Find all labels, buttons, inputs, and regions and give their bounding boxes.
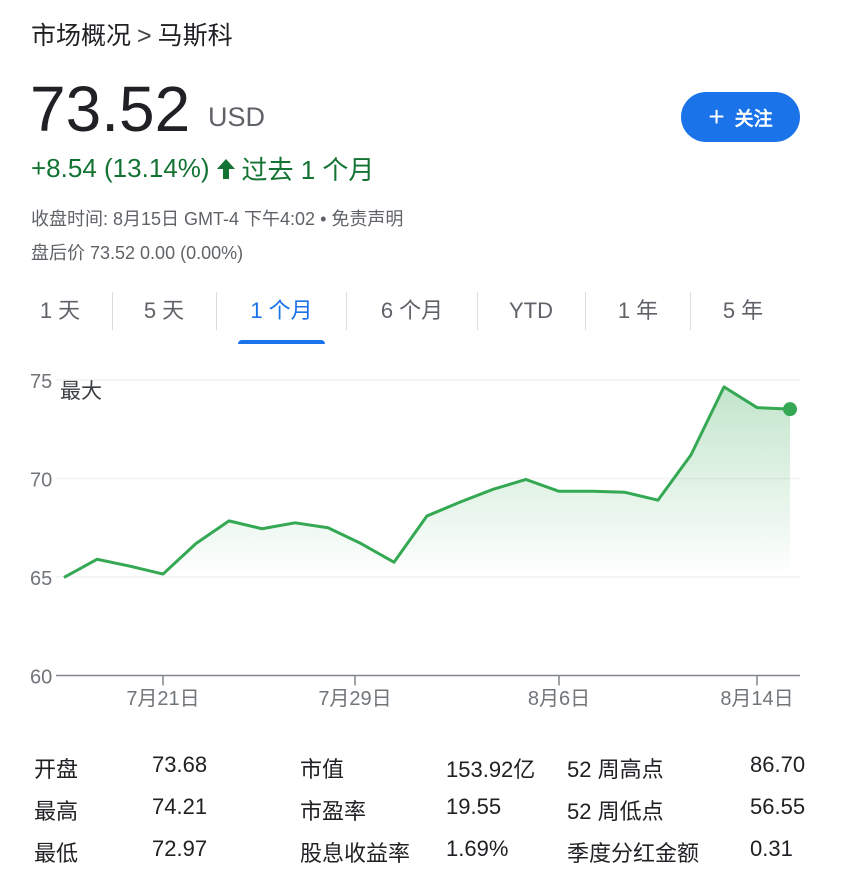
x-tick-label: 7月21日 [126,688,199,710]
close-time-line: 收盘时间: 8月15日 GMT-4 下午4:02 • 免责声明 [31,209,404,229]
tab-divider [477,292,478,330]
tab-1m[interactable]: 1 个月 [238,288,325,344]
stat-value: 73.68 [152,752,208,777]
tab-divider [216,292,217,330]
currency: USD [208,102,266,132]
max-annotation: 最大 [60,380,102,403]
price-change: +8.54 (13.14%) 过去 1 个月 [31,150,374,187]
y-tick-label: 75 [30,371,52,393]
change-value: +8.54 (13.14%) [31,153,210,183]
tab-5d[interactable]: 5 天 [143,298,185,323]
tab-1d[interactable]: 1 天 [39,298,81,323]
follow-label: 关注 [734,108,773,130]
y-tick-label: 70 [30,470,52,492]
stat-label: 开盘 [34,757,79,782]
close-time: 收盘时间: 8月15日 GMT-4 下午4:02 [31,209,316,229]
stat-value: 86.70 [750,752,806,777]
tab-ytd[interactable]: YTD [509,298,553,323]
tab-divider [346,292,347,330]
price-area [64,386,790,578]
y-tick-label: 65 [30,568,52,590]
stock-price: 73.52 [30,73,191,145]
stat-label: 股息收益率 [300,841,411,866]
tab-5y[interactable]: 5 年 [722,298,764,323]
x-tick-label: 7月29日 [318,688,391,710]
stat-label: 市值 [300,757,345,782]
stat-value: 56.55 [750,794,806,819]
tab-1y[interactable]: 1 年 [617,298,659,323]
stat-label: 最低 [34,841,79,866]
x-tick-label: 8月14日 [720,688,793,710]
stat-value: 19.55 [446,794,502,819]
last-price-dot [783,402,797,417]
breadcrumb-current: 马斯科 [157,22,233,50]
stat-value: 153.92亿 [446,757,536,782]
arrow-up-icon [216,158,235,179]
stat-label: 最高 [34,799,79,824]
breadcrumb-parent-link[interactable]: 市场概况 [31,22,132,50]
price-line [63,385,791,579]
tab-divider [585,292,586,330]
stat-label: 52 周低点 [567,799,664,824]
y-tick-label: 60 [30,667,52,689]
breadcrumb: 市场概况 > 马斯科 [31,16,233,52]
stat-label: 市盈率 [300,799,367,824]
range-tabs: 1 天 5 天 1 个月 6 个月 YTD 1 年 5 年 [0,288,862,344]
tab-6m[interactable]: 6 个月 [380,298,444,323]
stat-value: 1.69% [446,836,509,861]
stat-label: 季度分红金额 [567,841,700,866]
disclaimer-link[interactable]: 免责声明 [331,209,404,229]
breadcrumb-separator: > [137,22,152,50]
plus-icon: + [708,101,725,132]
follow-button[interactable]: + 关注 [681,92,800,142]
stat-value: 74.21 [152,794,208,819]
tab-divider [690,292,691,330]
x-tick-label: 8月6日 [528,688,590,710]
after-hours: 盘后价 73.52 0.00 (0.00%) [31,243,244,263]
stat-value: 72.97 [152,836,208,861]
stat-value: 0.31 [750,836,793,861]
tab-divider [112,292,113,330]
change-period: 过去 1 个月 [241,155,375,185]
stat-label: 52 周高点 [567,757,664,782]
